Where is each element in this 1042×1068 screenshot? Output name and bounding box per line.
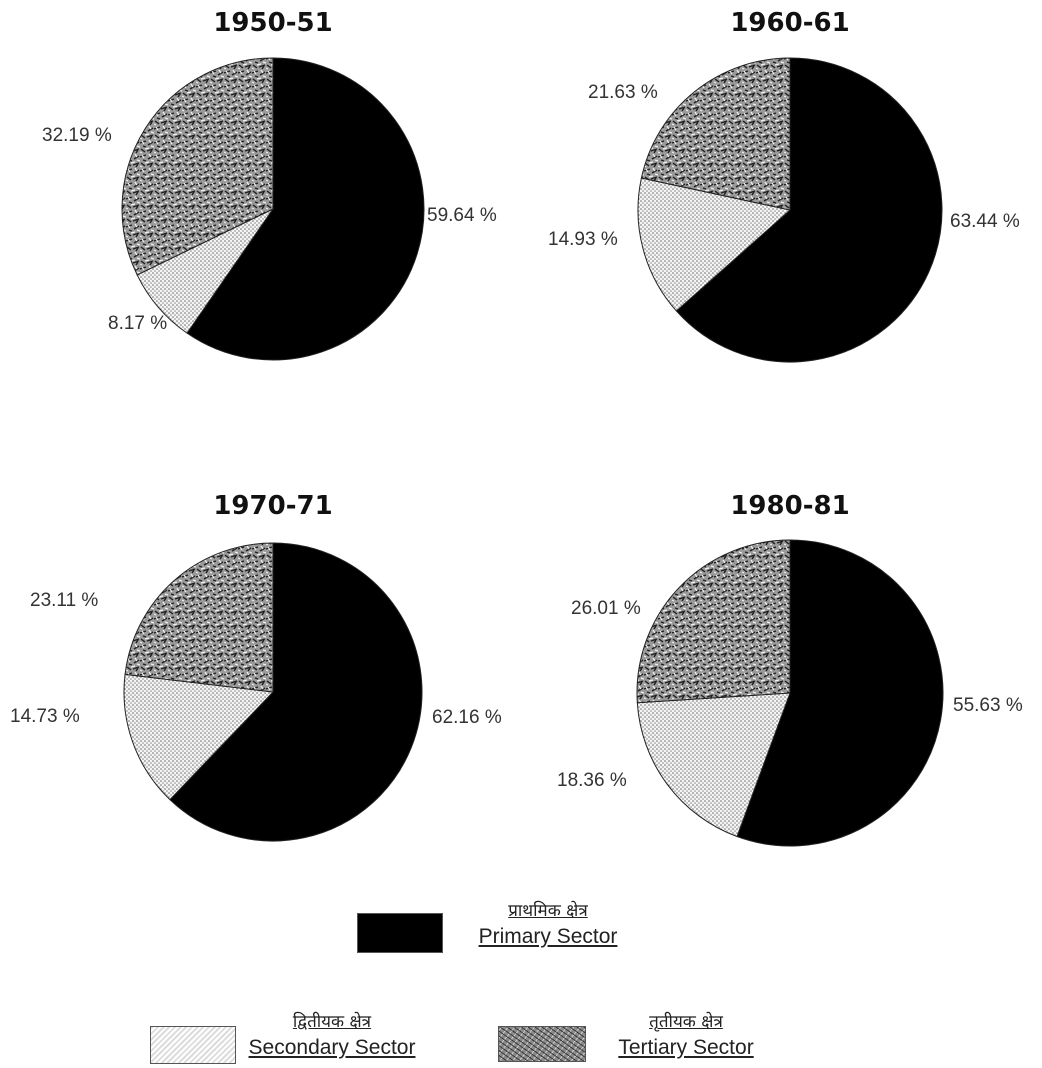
legend-tertiary-hindi: तृतीयक क्षेत्र <box>649 1012 723 1032</box>
pie-data-label-secondary: 14.93 % <box>548 229 618 250</box>
pie-slice-primary <box>736 539 944 847</box>
pie-chart-1950-51: 1950-51 59.64 % 8.17 % 32.19 % <box>42 8 497 361</box>
pie-slice-primary <box>169 542 423 842</box>
pie-slice-tertiary <box>124 542 274 693</box>
pie-data-label-secondary: 18.36 % <box>557 770 627 791</box>
pie-data-label-tertiary: 23.11 % <box>30 590 98 611</box>
pie-slice-secondary <box>636 692 791 838</box>
pie-title: 1970-71 <box>213 491 332 521</box>
pie-slice-secondary <box>123 673 275 801</box>
legend-tertiary-text: तृतीयक क्षेत्र Tertiary Sector <box>596 1010 776 1061</box>
pie-chart-1980-81: 1980-81 55.63 % 18.36 % 26.01 % <box>557 491 1023 847</box>
legend-tertiary-english: Tertiary Sector <box>618 1036 754 1059</box>
pie-title: 1960-61 <box>730 8 849 38</box>
pie-data-label-secondary: 14.73 % <box>10 706 80 727</box>
pie-data-label-primary: 55.63 % <box>953 695 1023 716</box>
pie-data-label-tertiary: 26.01 % <box>571 598 641 619</box>
pie-slice-primary <box>675 57 943 363</box>
pie-slice-primary <box>186 57 425 361</box>
pie-slice-tertiary <box>640 57 791 211</box>
pie-data-label-primary: 63.44 % <box>950 211 1020 232</box>
legend-secondary-english: Secondary Sector <box>248 1036 416 1059</box>
pie-title: 1950-51 <box>213 8 332 38</box>
legend-secondary-swatch <box>150 1026 236 1064</box>
legend-secondary-hindi: द्वितीयक क्षेत्र <box>292 1012 372 1032</box>
legend-secondary-text: द्वितीयक क्षेत्र Secondary Sector <box>242 1010 422 1061</box>
legend-primary-swatch <box>357 913 443 953</box>
pie-slice-tertiary <box>636 539 791 704</box>
pie-title: 1980-81 <box>730 491 849 521</box>
legend-primary-hindi: प्राथमिक क्षेत्र <box>508 901 588 921</box>
pie-data-label-tertiary: 32.19 % <box>42 125 112 146</box>
pie-data-label-primary: 59.64 % <box>427 205 497 226</box>
pie-chart-1970-71: 1970-71 62.16 % 14.73 % 23.11 % <box>10 491 502 842</box>
legend-primary-text: प्राथमिक क्षेत्र Primary Sector <box>463 899 633 950</box>
pie-slice-tertiary <box>121 57 274 276</box>
pie-data-label-primary: 62.16 % <box>432 707 502 728</box>
pie-data-label-secondary: 8.17 % <box>108 313 167 334</box>
pie-chart-1960-61: 1960-61 63.44 % 14.93 % 21.63 % <box>548 8 1020 363</box>
pie-charts-figure: 1950-51 59.64 % 8.17 % 32.19 % 1960-61 63.44 … <box>10 8 1023 847</box>
legend-primary-english: Primary Sector <box>478 925 618 948</box>
pie-data-label-tertiary: 21.63 % <box>588 82 658 103</box>
pie-slice-secondary <box>637 177 792 312</box>
legend-tertiary-swatch <box>498 1026 586 1062</box>
